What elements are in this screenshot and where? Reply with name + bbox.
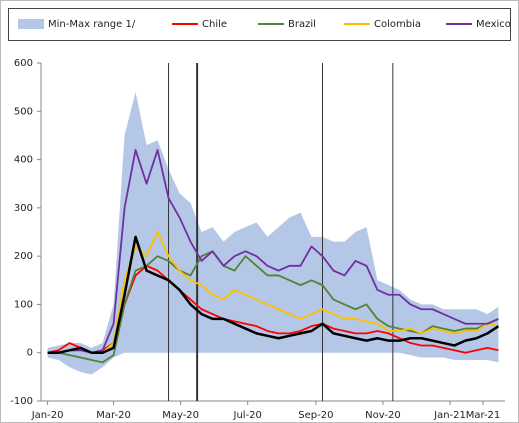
legend-label: Colombia bbox=[374, 19, 421, 30]
legend-label: Chile bbox=[202, 19, 227, 30]
y-tick-label: 100 bbox=[14, 299, 33, 310]
legend-label: Mexico bbox=[476, 19, 511, 30]
series-line bbox=[47, 235, 500, 354]
y-tick-label: 400 bbox=[14, 155, 33, 166]
x-tick-label: Sep-20 bbox=[298, 410, 333, 421]
y-tick-label: -100 bbox=[10, 396, 33, 407]
series-line bbox=[47, 231, 499, 354]
legend-swatch bbox=[18, 19, 44, 29]
x-tick-label: Nov-20 bbox=[365, 410, 401, 421]
x-tick-label: Mar-20 bbox=[96, 410, 131, 421]
y-tick-label: 0 bbox=[27, 348, 33, 359]
series-line bbox=[47, 149, 499, 354]
legend-label: Min-Max range 1/ bbox=[48, 19, 136, 30]
y-tick-label: 500 bbox=[14, 106, 33, 117]
y-tick-label: 300 bbox=[14, 203, 33, 214]
x-tick-label: May-20 bbox=[162, 410, 199, 421]
y-tick-label: 200 bbox=[14, 251, 33, 262]
x-tick-label: Mar-21 bbox=[466, 410, 501, 421]
x-tick-label: Jul-20 bbox=[233, 410, 262, 421]
y-tick-label: 600 bbox=[14, 58, 33, 69]
legend-label: Brazil bbox=[288, 19, 316, 30]
x-tick-label: Jan-21 bbox=[433, 410, 466, 421]
x-tick-label: Jan-20 bbox=[31, 410, 64, 421]
